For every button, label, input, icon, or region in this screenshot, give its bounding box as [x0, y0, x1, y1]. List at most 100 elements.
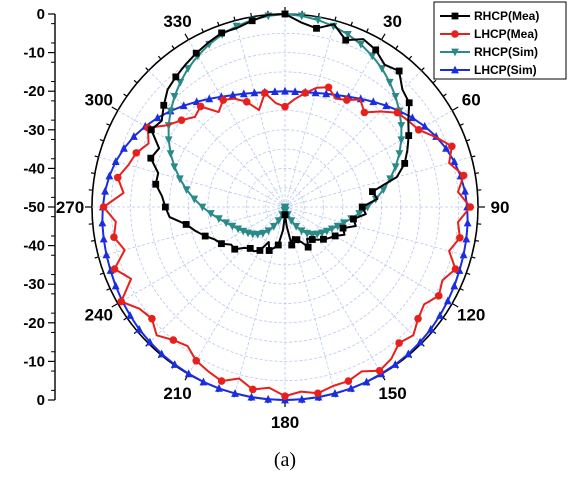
- data-point: [166, 150, 175, 159]
- data-point: [303, 229, 311, 238]
- data-point: [343, 30, 352, 39]
- angle-tick: [233, 16, 236, 21]
- data-point: [459, 250, 468, 259]
- data-point: [292, 222, 301, 231]
- data-point: [405, 99, 413, 107]
- angle-tick: [94, 256, 99, 259]
- data-point: [160, 101, 168, 109]
- angle-label-30: 30: [383, 12, 402, 31]
- radial-label: 0: [37, 392, 45, 409]
- data-point: [247, 392, 256, 401]
- angle-tick: [366, 28, 369, 33]
- data-point: [355, 210, 364, 218]
- angle-tick: [99, 139, 104, 142]
- data-point: [190, 195, 199, 204]
- data-point: [281, 102, 289, 111]
- angle-tick: [90, 239, 96, 242]
- data-point: [152, 180, 160, 188]
- angle-tick: [432, 79, 437, 84]
- data-point: [404, 349, 413, 358]
- data-point: [466, 203, 475, 211]
- data-point: [175, 175, 184, 184]
- grid-spoke: [148, 206, 286, 344]
- radial-label: -30: [23, 276, 45, 293]
- grid-spoke: [117, 110, 286, 208]
- grid-spoke: [284, 20, 336, 208]
- data-point: [320, 235, 327, 243]
- grid-ring: [245, 167, 324, 246]
- angle-tick: [250, 12, 253, 18]
- grid-spoke: [234, 206, 286, 394]
- plot-series: [98, 10, 475, 404]
- data-point: [414, 314, 422, 323]
- angle-tick: [90, 172, 96, 175]
- data-point: [166, 107, 175, 116]
- angle-label-240: 240: [85, 306, 113, 325]
- data-point: [164, 136, 173, 145]
- legend-label-rhcp-sim: RHCP(Sim): [474, 45, 538, 59]
- grid-spoke: [234, 20, 286, 208]
- radial-label: 0: [37, 6, 45, 23]
- data-point: [101, 186, 109, 195]
- legend-label-rhcp-mea: RHCP(Mea): [474, 9, 539, 23]
- angle-tick: [94, 155, 99, 158]
- data-point: [443, 296, 452, 305]
- data-point: [395, 339, 403, 347]
- data-point: [126, 311, 134, 319]
- data-point: [293, 236, 301, 244]
- series-lhcp-mea: [99, 83, 475, 400]
- data-point: [339, 224, 347, 232]
- angle-tick: [451, 302, 459, 308]
- data-point: [304, 243, 312, 251]
- angle-tick: [157, 55, 162, 60]
- radial-axis: 0 -10 -20 -30 -40 -50 -40 -30 -20 -10 0: [23, 6, 56, 409]
- legend-marker-lhcp-sim: [451, 65, 459, 74]
- data-point: [313, 24, 320, 32]
- data-point: [105, 171, 114, 180]
- series-rhcp-mea: [147, 10, 413, 254]
- data-point: [281, 10, 289, 18]
- data-point: [314, 389, 322, 398]
- data-point: [239, 89, 248, 98]
- data-point: [448, 142, 456, 151]
- data-point: [451, 265, 460, 273]
- data-point: [184, 369, 193, 378]
- data-point: [265, 247, 273, 254]
- grid-spoke: [188, 39, 286, 208]
- data-point: [391, 163, 400, 172]
- angle-tick: [317, 12, 320, 18]
- grid-spoke: [188, 206, 286, 375]
- data-point: [182, 221, 190, 228]
- data-point: [395, 67, 403, 75]
- angle-tick: [145, 67, 149, 71]
- grid-spoke: [284, 206, 382, 375]
- data-point: [102, 250, 111, 259]
- data-point: [314, 16, 322, 25]
- grid-spoke: [284, 39, 382, 208]
- angle-tick: [421, 67, 425, 71]
- data-point: [281, 86, 289, 95]
- data-point: [342, 96, 351, 104]
- data-point: [322, 89, 331, 98]
- data-point: [331, 232, 339, 240]
- angle-tick: [184, 33, 190, 41]
- data-point: [264, 394, 273, 403]
- data-point: [147, 154, 155, 162]
- data-point: [148, 314, 156, 323]
- data-point: [99, 234, 108, 243]
- data-point: [145, 337, 154, 346]
- angle-tick: [334, 16, 337, 21]
- data-point: [401, 160, 409, 167]
- radial-label: -20: [23, 315, 45, 332]
- data-point: [301, 89, 309, 97]
- data-point: [311, 88, 320, 97]
- data-point: [242, 98, 251, 106]
- data-point: [362, 377, 371, 386]
- grid-ring: [110, 32, 460, 382]
- data-point: [201, 232, 209, 240]
- data-point: [120, 143, 128, 152]
- angle-tick: [111, 106, 119, 112]
- angle-tick: [171, 45, 175, 50]
- angle-tick: [474, 239, 480, 242]
- data-point: [182, 186, 191, 195]
